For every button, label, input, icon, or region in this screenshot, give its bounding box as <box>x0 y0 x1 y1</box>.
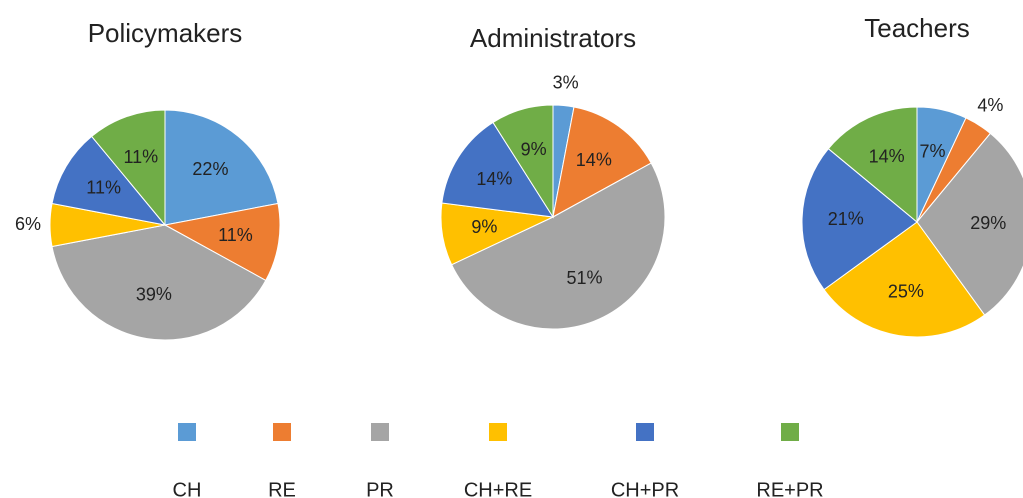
legend-swatch <box>781 423 799 441</box>
data-label: 14% <box>476 169 512 189</box>
pie-slice <box>823 221 986 338</box>
data-label-value: 39 <box>136 284 156 304</box>
pie-slice <box>801 147 918 291</box>
data-label: 11% <box>123 147 158 167</box>
legend-label: RE+PR <box>756 479 823 498</box>
legend-swatch <box>489 423 507 441</box>
pie-slice <box>164 109 279 226</box>
legend-label: CH+PR <box>611 479 679 498</box>
data-label-value: 9 <box>521 139 531 159</box>
data-label-value: 25 <box>888 281 908 301</box>
data-label: 3% <box>553 72 579 92</box>
data-label: 21% <box>828 209 864 229</box>
data-label: 7% <box>920 141 946 161</box>
data-label: 4% <box>977 95 1003 115</box>
data-label-value: 7 <box>920 141 930 161</box>
data-label-value: 14 <box>869 146 889 166</box>
data-label: 6% <box>15 214 41 234</box>
chart-title: Administrators <box>470 23 636 53</box>
pie-slice <box>827 106 918 224</box>
pie-slice <box>492 104 554 219</box>
data-label-value: 11 <box>218 225 237 245</box>
pie-slice <box>163 202 281 282</box>
chart-title: Teachers <box>864 13 970 43</box>
data-label: 11% <box>86 177 121 197</box>
data-label-value: 11 <box>86 177 105 197</box>
pie-slice <box>90 109 166 227</box>
pie-slice <box>552 106 652 218</box>
data-label: 29% <box>970 213 1006 233</box>
data-label: 22% <box>192 159 228 179</box>
data-label: 11% <box>218 225 253 245</box>
legend-label: RE <box>268 479 296 498</box>
pie-slice <box>441 121 554 218</box>
legend-label: CH+RE <box>464 479 532 498</box>
legend-swatch <box>273 423 291 441</box>
data-label-value: 14 <box>476 169 496 189</box>
data-label-value: 3 <box>553 72 563 92</box>
data-label: 9% <box>521 139 547 159</box>
data-label: 51% <box>567 268 603 288</box>
data-label: 14% <box>869 146 905 166</box>
data-label-value: 9 <box>471 217 481 237</box>
data-label-value: 11 <box>123 147 142 167</box>
data-label-value: 6 <box>15 214 25 234</box>
data-label-value: 51 <box>567 268 587 288</box>
pie-slice <box>916 132 1023 316</box>
data-label-value: 29 <box>970 213 990 233</box>
data-label-value: 21 <box>828 209 848 229</box>
pie-slice <box>450 162 666 330</box>
legend-label: CH <box>173 479 202 498</box>
legend-swatch <box>636 423 654 441</box>
legend-label: PR <box>366 479 394 498</box>
data-label: 39% <box>136 284 172 304</box>
data-label: 14% <box>576 150 612 170</box>
pie-slice <box>51 224 267 341</box>
chart-title: Policymakers <box>88 18 243 48</box>
data-label-value: 22 <box>192 159 212 179</box>
data-label-value: 14 <box>576 150 596 170</box>
data-label: 25% <box>888 281 924 301</box>
data-label: 9% <box>471 217 497 237</box>
data-label-value: 4 <box>977 95 987 115</box>
legend-swatch <box>178 423 196 441</box>
pie-slice <box>51 135 167 226</box>
legend-swatch <box>371 423 389 441</box>
